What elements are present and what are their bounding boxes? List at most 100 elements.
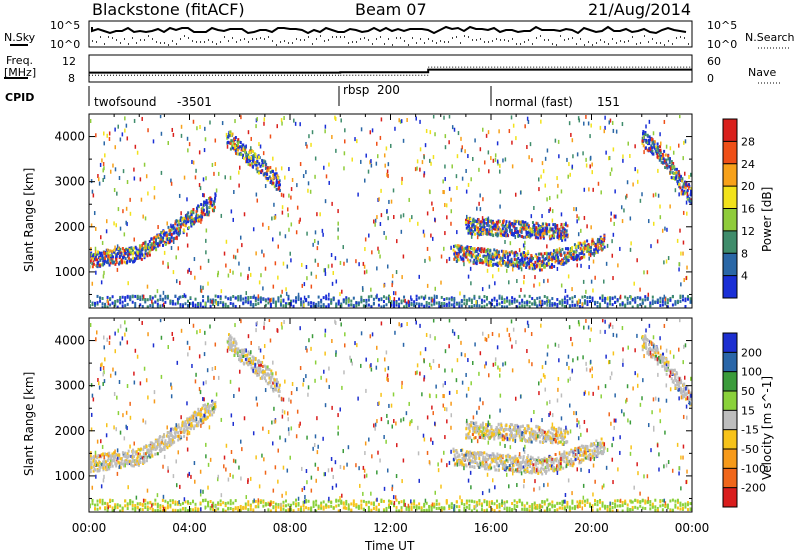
data-cell xyxy=(273,173,276,177)
data-cell xyxy=(105,460,108,464)
data-cell xyxy=(520,287,522,292)
data-cell xyxy=(205,199,208,203)
data-cell xyxy=(519,262,522,266)
freq-label: Freq. xyxy=(6,54,33,67)
data-cell xyxy=(470,254,473,258)
data-cell xyxy=(536,257,539,261)
data-cell xyxy=(385,303,388,307)
data-cell xyxy=(260,376,263,380)
data-cell xyxy=(442,179,444,184)
data-cell xyxy=(530,259,533,263)
data-cell xyxy=(190,216,193,220)
data-cell xyxy=(560,212,563,217)
data-cell xyxy=(232,341,235,345)
data-cell xyxy=(668,160,671,164)
data-cell xyxy=(599,302,602,306)
data-cell xyxy=(423,304,426,308)
data-cell xyxy=(455,302,458,306)
data-cell xyxy=(118,260,121,265)
data-cell xyxy=(319,212,321,217)
data-cell xyxy=(497,468,500,472)
data-cell xyxy=(121,304,124,308)
data-cell xyxy=(162,302,165,307)
data-cell xyxy=(261,364,264,368)
data-cell xyxy=(416,166,418,171)
data-cell xyxy=(519,220,522,224)
data-cell xyxy=(589,251,592,255)
data-cell xyxy=(542,169,545,174)
data-cell xyxy=(608,155,611,160)
data-cell xyxy=(499,455,502,459)
data-cell xyxy=(170,181,173,186)
noise-left-tick-bottom: 10^0 xyxy=(50,38,80,51)
data-cell xyxy=(570,457,573,461)
data-cell xyxy=(466,258,469,262)
data-cell xyxy=(603,446,606,450)
data-cell xyxy=(518,305,521,308)
data-cell xyxy=(634,296,637,300)
data-cell xyxy=(240,115,242,120)
data-cell xyxy=(194,175,197,180)
data-cell xyxy=(182,223,185,227)
data-cell xyxy=(271,372,274,376)
data-cell xyxy=(232,343,235,347)
data-cell xyxy=(479,227,482,231)
data-cell xyxy=(536,296,539,300)
data-cell xyxy=(96,469,99,473)
data-cell xyxy=(137,452,140,456)
data-cell xyxy=(98,263,101,267)
data-cell xyxy=(383,153,386,158)
data-cell xyxy=(519,253,522,257)
data-cell xyxy=(528,265,531,269)
data-cell xyxy=(428,305,431,308)
data-cell xyxy=(134,245,137,249)
data-cell xyxy=(255,167,258,171)
data-cell xyxy=(656,298,659,302)
data-cell xyxy=(568,450,571,454)
data-cell xyxy=(125,460,128,464)
data-cell xyxy=(498,302,501,306)
data-cell xyxy=(472,218,475,222)
data-cell xyxy=(393,215,395,220)
data-cell xyxy=(185,428,188,432)
data-cell xyxy=(443,246,445,251)
data-cell xyxy=(538,303,541,307)
data-cell xyxy=(678,173,681,178)
data-cell xyxy=(126,302,129,306)
data-cell xyxy=(593,451,596,455)
data-cell xyxy=(192,304,195,308)
data-cell xyxy=(251,161,254,165)
data-cell xyxy=(169,229,172,233)
data-cell xyxy=(586,239,589,243)
data-cell xyxy=(293,118,295,123)
data-cell xyxy=(232,348,235,352)
data-cell xyxy=(107,301,110,306)
data-cell xyxy=(645,124,647,129)
data-cell xyxy=(141,116,143,121)
data-cell xyxy=(587,453,590,457)
data-cell xyxy=(577,116,580,121)
data-cell xyxy=(402,213,405,218)
data-cell xyxy=(522,221,525,225)
data-cell xyxy=(156,242,159,246)
data-cell xyxy=(487,259,490,263)
data-cell xyxy=(213,407,216,411)
data-cell xyxy=(544,471,547,475)
data-cell xyxy=(419,147,422,152)
data-cell xyxy=(180,426,183,430)
data-cell xyxy=(260,169,263,173)
data-cell xyxy=(227,333,230,337)
data-cell xyxy=(523,227,526,231)
data-cell xyxy=(458,304,461,308)
data-cell xyxy=(199,265,202,270)
data-cell xyxy=(473,254,476,258)
data-cell xyxy=(533,233,536,237)
data-cell xyxy=(290,222,293,227)
data-cell xyxy=(416,159,419,164)
data-cell xyxy=(651,295,654,299)
data-cell xyxy=(669,204,671,209)
data-cell xyxy=(533,228,536,232)
data-cell xyxy=(246,357,249,361)
data-cell xyxy=(634,167,636,172)
data-cell xyxy=(585,115,587,119)
